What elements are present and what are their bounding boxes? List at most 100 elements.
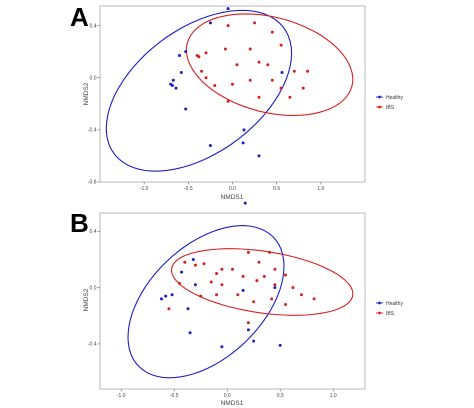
panel-a-point-ibs-24	[288, 95, 292, 99]
panel-b-y-ticks: -0.4 0.0 0.4	[88, 229, 100, 348]
panel-a-ellipse-ibs	[185, 13, 354, 116]
panel-b-point-ibs-5	[231, 267, 234, 271]
panel-a-x-ticks: -1.0 -0.5 0.0 0.5 1.0	[140, 182, 325, 192]
panel-a-point-healthy-3	[184, 50, 188, 54]
panel-a-point-ibs-0	[226, 24, 230, 28]
panel-a-point-healthy-13	[257, 154, 261, 158]
panel-b-x-tick-label-2: 0.0	[224, 393, 231, 399]
panel-b-point-healthy-2	[193, 283, 197, 287]
panel-a-point-ibs-10	[257, 60, 261, 64]
panel-b-x-tick-label-1: -0.5	[170, 393, 179, 399]
panel-b-point-ibs-4	[220, 267, 224, 271]
panel-a-label: A	[70, 2, 89, 32]
panel-b-point-healthy-5	[170, 293, 174, 297]
panel-b-point-ibs-0	[183, 260, 187, 264]
panel-a-point-healthy-8	[174, 86, 178, 90]
panel-b-point-ibs-26	[312, 297, 316, 301]
panel-a-point-ibs-3	[279, 43, 283, 47]
panel-a-point-ibs-6	[204, 51, 208, 55]
panel-a-x-tick-label-2: 0.0	[229, 186, 236, 192]
panel-b-point-healthy-7	[160, 297, 163, 301]
panel-b-y-tick-label-2: 0.4	[90, 229, 97, 235]
panel-b-point-ibs-28	[246, 321, 250, 325]
panel-b-point-ibs-24	[270, 297, 274, 301]
panel-b-point-ibs-17	[273, 283, 277, 287]
panel-a-point-ibs-22	[213, 84, 217, 87]
panel-a-point-ibs-18	[204, 76, 208, 80]
panel-a-point-healthy-4	[179, 71, 183, 74]
panel-a: A -1.0 -0.5 0.0 0.5 1.0 -0.8 -0.4 0.0 0.4 NMDS1…	[70, 2, 403, 201]
panel-b-point-healthy-11	[252, 339, 256, 343]
panel-b-x-axis-label: NMDS1	[221, 400, 244, 407]
panel-b-point-healthy-4	[186, 307, 190, 311]
panel-b-point-ibs-13	[220, 283, 224, 287]
panel-b-legend: Healthy IBS	[376, 301, 403, 317]
panel-a-point-ibs-12	[200, 69, 204, 73]
panel-a-point-ibs-8	[248, 47, 252, 51]
panel-a-point-ibs-2	[270, 30, 274, 34]
panel-a-point-healthy-7	[169, 82, 173, 86]
panel-a-x-axis-label: NMDS1	[221, 194, 244, 201]
panel-b-x-tick-label-3: 0.5	[277, 393, 284, 399]
panel-a-legend: Healthy IBS	[376, 95, 403, 111]
panel-a-point-healthy-14	[280, 71, 284, 74]
panel-b: B -1.0 -0.5 0.0 0.5 1.0 -0.4 0.0 0.4 NMDS1 NMD…	[70, 201, 403, 407]
panel-a-y-tick-label-2: 0.0	[90, 75, 97, 81]
panel-b-ellipse-healthy	[127, 225, 285, 379]
panel-a-legend-label-healthy: Healthy	[386, 95, 403, 101]
panel-b-points	[160, 201, 316, 349]
panel-a-x-tick-label-0: -1.0	[140, 186, 149, 192]
panel-a-point-ibs-23	[257, 95, 261, 99]
panel-b-point-ibs-25	[284, 303, 287, 306]
panel-b-point-healthy-14	[241, 288, 245, 292]
panel-b-point-healthy-8	[188, 331, 192, 335]
panel-b-point-ibs-7	[257, 260, 261, 264]
panel-a-x-tick-label-1: -0.5	[184, 186, 193, 192]
panel-b-legend-key-dot-ibs	[378, 311, 381, 315]
panel-b-point-ibs-15	[255, 279, 259, 283]
panel-b-legend-label-ibs: IBS	[386, 311, 395, 317]
panel-a-point-ibs-13	[231, 82, 234, 86]
panel-a-points	[169, 7, 310, 158]
panel-b-point-ibs-8	[273, 267, 277, 271]
panel-a-point-ibs-16	[292, 69, 296, 73]
panel-b-point-healthy-9	[220, 345, 224, 349]
panel-a-y-tick-label-3: 0.4	[90, 23, 97, 29]
panel-a-y-axis-label: NMDS2	[83, 82, 90, 105]
panel-a-legend-key-dot-healthy	[378, 95, 381, 99]
panel-a-point-healthy-2	[178, 54, 181, 57]
panel-b-point-ibs-21	[215, 293, 219, 297]
panel-b-legend-key-dot-healthy	[378, 301, 381, 305]
panel-b-point-healthy-10	[246, 328, 250, 332]
panel-b-x-tick-label-0: -1.0	[117, 393, 126, 399]
panel-b-label: B	[70, 208, 89, 238]
panel-b-point-ibs-27	[167, 307, 171, 311]
panel-b-point-healthy-12	[278, 343, 282, 347]
panel-a-point-ibs-20	[301, 86, 305, 90]
panel-b-point-ibs-18	[291, 286, 295, 290]
panel-a-point-ibs-19	[279, 86, 283, 90]
panel-b-point-ibs-3	[215, 272, 219, 275]
panel-b-point-healthy-3	[180, 270, 184, 274]
panel-a-point-ibs-1	[253, 21, 257, 25]
panel-b-point-ibs-11	[178, 281, 181, 285]
panel-a-point-healthy-12	[241, 141, 245, 145]
panel-a-point-ibs-17	[306, 69, 310, 73]
panel-b-plot-frame	[99, 212, 366, 390]
panel-a-point-healthy-10	[208, 144, 212, 147]
panel-a-plot-frame	[99, 5, 366, 183]
panel-b-point-ibs-6	[246, 250, 250, 254]
panel-a-x-tick-label-4: 1.0	[317, 186, 324, 192]
panel-b-point-ibs-23	[252, 300, 256, 304]
panel-a-point-healthy-11	[242, 128, 246, 132]
panel-b-point-ibs-22	[236, 293, 240, 297]
panel-b-ellipses	[127, 225, 354, 379]
panel-a-point-ibs-5	[197, 55, 201, 59]
panel-a-y-ticks: -0.8 -0.4 0.0 0.4	[88, 23, 100, 186]
panel-b-point-ibs-2	[202, 262, 206, 266]
panel-b-x-ticks: -1.0 -0.5 0.0 0.5 1.0	[117, 389, 337, 399]
panel-b-y-tick-label-1: 0.0	[90, 285, 97, 291]
panel-b-point-ibs-1	[193, 263, 197, 267]
panel-b-point-ibs-16	[262, 274, 266, 278]
panel-b-point-healthy-13	[273, 286, 277, 290]
